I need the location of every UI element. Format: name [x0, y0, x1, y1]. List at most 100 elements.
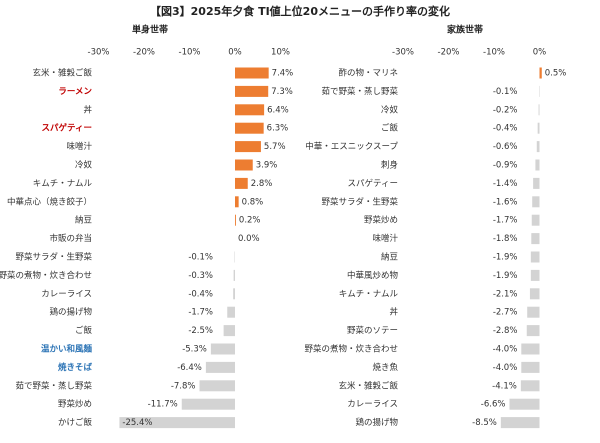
bar	[527, 306, 540, 318]
value-label: -1.7%	[188, 308, 213, 318]
x-tick-label: -20%	[438, 48, 460, 58]
category-label: キムチ・ナムル	[339, 289, 399, 299]
value-label: -1.7%	[493, 216, 518, 226]
bar	[530, 269, 540, 281]
category-label: 納豆	[75, 215, 92, 226]
category-label: 茹で野菜・蒸し野菜	[321, 86, 398, 97]
category-label: 中華風炒め物	[347, 270, 399, 281]
value-label: -2.5%	[188, 326, 213, 336]
bar	[235, 177, 248, 189]
value-label: -8.5%	[472, 418, 497, 428]
value-label: 0.5%	[545, 69, 567, 79]
value-label: -1.9%	[493, 253, 518, 263]
category-label: 中華・エスニックスープ	[305, 141, 398, 152]
value-label: -0.1%	[188, 253, 213, 263]
bar	[205, 361, 235, 373]
bar	[509, 398, 540, 410]
category-label: 焼き魚	[372, 362, 398, 373]
bar	[538, 104, 540, 116]
x-tick-label: 0%	[533, 48, 547, 58]
value-label: -1.8%	[493, 234, 518, 244]
bar	[521, 343, 540, 355]
bar	[537, 122, 540, 134]
value-label: 6.4%	[267, 105, 289, 115]
bar	[520, 380, 540, 392]
bar	[529, 288, 540, 300]
category-label: カレーライス	[41, 289, 92, 299]
bar	[531, 214, 540, 226]
x-tick-label: -10%	[483, 48, 505, 58]
category-label: 中華点心（焼き餃子）	[7, 196, 92, 207]
category-label: 玄米・雑穀ご飯	[32, 68, 92, 79]
bar	[536, 141, 540, 153]
value-label: -6.4%	[177, 363, 202, 373]
bar	[235, 104, 265, 116]
category-label: 鶏の揚げ物	[355, 417, 398, 428]
value-label: -25.4%	[122, 418, 152, 428]
value-label: -1.4%	[493, 179, 518, 189]
category-label: 野菜サラダ・生野菜	[15, 252, 92, 263]
value-label: -0.9%	[493, 161, 518, 171]
bar	[539, 67, 542, 79]
value-label: -1.6%	[493, 197, 518, 207]
bar	[210, 343, 235, 355]
x-tick-label: -20%	[133, 48, 155, 58]
value-label: -2.1%	[493, 289, 518, 299]
category-label: 丼	[83, 104, 92, 115]
category-label: 市販の弁当	[49, 233, 92, 244]
chart-title: 【図3】2025年夕食 TI値上位20メニューの手作り率の変化	[150, 4, 450, 18]
bar	[521, 361, 540, 373]
category-label: 玄米・雑穀ご飯	[338, 380, 398, 391]
category-label: 焼きそば	[57, 362, 93, 373]
category-label: 酢の物・マリネ	[338, 68, 398, 79]
category-label: 冷奴	[75, 160, 93, 171]
category-label: ラーメン	[58, 87, 92, 97]
category-label: 冷奴	[381, 104, 399, 115]
bar	[533, 177, 540, 189]
category-label: 味噌汁	[372, 233, 398, 244]
subtitle: 単身世帯	[132, 24, 168, 36]
bar	[235, 159, 253, 171]
bar	[500, 417, 540, 429]
bar	[119, 417, 235, 429]
value-label: 7.4%	[272, 69, 294, 79]
category-label: 茹で野菜・蒸し野菜	[15, 380, 92, 391]
category-label: スパゲティー	[348, 178, 399, 189]
value-label: -2.7%	[493, 308, 518, 318]
value-label: -1.9%	[493, 271, 518, 281]
value-label: -0.3%	[188, 271, 213, 281]
bar	[526, 325, 540, 337]
bar	[531, 233, 540, 245]
value-label: -0.2%	[493, 105, 518, 115]
bar	[235, 214, 236, 226]
x-tick-label: -30%	[88, 48, 110, 58]
category-label: 温かい和風麺	[41, 344, 93, 355]
value-label: -0.6%	[493, 142, 518, 152]
category-label: 野菜のソテー	[347, 325, 398, 336]
value-label: 2.8%	[251, 179, 273, 189]
value-label: -0.4%	[188, 289, 213, 299]
x-tick-label: -10%	[179, 48, 201, 58]
category-label: 野菜の煮物・炊き合わせ	[304, 344, 398, 355]
value-label: -7.8%	[171, 381, 196, 391]
value-label: 3.9%	[256, 161, 278, 171]
bar	[235, 85, 269, 97]
value-label: -2.8%	[493, 326, 518, 336]
value-label: -6.6%	[481, 400, 506, 410]
category-label: 野菜の煮物・炊き合わせ	[0, 270, 92, 281]
value-label: 0.2%	[239, 216, 261, 226]
category-label: 野菜サラダ・生野菜	[321, 196, 398, 207]
category-label: 刺身	[381, 160, 398, 171]
category-label: 納豆	[381, 252, 398, 263]
bar	[233, 269, 235, 281]
value-label: 6.3%	[267, 124, 289, 134]
value-label: -0.4%	[493, 124, 518, 134]
category-label: スパゲティー	[42, 123, 93, 134]
bar	[181, 398, 235, 410]
value-label: -0.1%	[493, 87, 518, 97]
x-tick-label: 0%	[228, 48, 242, 58]
value-label: 7.3%	[271, 87, 293, 97]
x-tick-label: -30%	[392, 48, 414, 58]
